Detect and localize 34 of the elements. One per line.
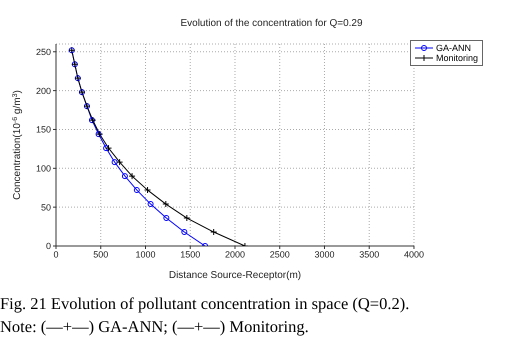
- legend-label: GA-ANN: [436, 43, 471, 53]
- y-tick-label: 150: [36, 124, 51, 135]
- x-tick-label: 0: [53, 249, 59, 260]
- point: [210, 228, 218, 236]
- legend-label: Monitoring: [436, 53, 478, 63]
- point: [128, 172, 136, 180]
- point: [144, 186, 152, 194]
- point: [181, 229, 188, 236]
- x-axis-title: Distance Source-Receptor(m): [168, 270, 302, 281]
- point: [122, 173, 128, 180]
- y-tick-label: 200: [36, 86, 51, 96]
- x-tick-label: 4000: [404, 249, 424, 260]
- y-tick-label: 50: [40, 202, 51, 212]
- x-tick-label: 3500: [359, 249, 380, 260]
- point: [163, 215, 170, 222]
- x-tick-label: 1000: [135, 249, 156, 260]
- chart-title: Evolution of the concentration for Q=0.29: [179, 18, 364, 29]
- y-tick-label: 250: [36, 46, 51, 57]
- point: [162, 200, 170, 208]
- y-tick-label: 0: [46, 241, 51, 252]
- point: [105, 144, 112, 152]
- caption: Fig. 21 Evolution of pollutant concentration in space (Q=0.2).: [0, 293, 410, 315]
- x-tick-label: 500: [93, 249, 108, 260]
- x-tick-label: 1500: [180, 249, 200, 260]
- point: [134, 187, 140, 194]
- point: [116, 158, 124, 166]
- x-tick-label: 2500: [270, 249, 290, 260]
- point: [112, 159, 118, 166]
- point: [183, 214, 190, 222]
- x-tick-label: 3000: [314, 249, 334, 260]
- text: Note: (—+—) GA-ANN; (—+—) Monitoring.: [0, 316, 310, 338]
- point: [148, 201, 154, 208]
- y-tick-label: 100: [36, 164, 51, 174]
- x-tick-label: 2000: [224, 249, 245, 260]
